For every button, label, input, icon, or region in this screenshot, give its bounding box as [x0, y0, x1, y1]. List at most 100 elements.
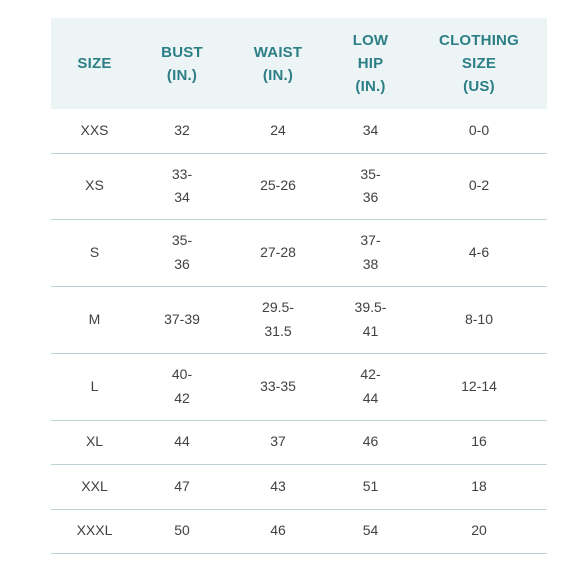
cell-text: 46 — [270, 522, 286, 539]
cell-text: 44 — [362, 389, 379, 406]
cell-size: XXL — [51, 464, 138, 510]
cell-clothing-size: 0-0 — [411, 109, 547, 154]
cell-waist: 24 — [226, 109, 330, 154]
table-row: XXS 32 24 34 0-0 — [51, 109, 547, 154]
table-body: XXS 32 24 34 0-0 XS 33- 34 25-26 35- 36 … — [51, 109, 547, 554]
header-low-hip: LOW HIP (IN.) — [330, 18, 411, 109]
cell-text: 36 — [174, 255, 190, 272]
table-row: XS 33- 34 25-26 35- 36 0-2 — [51, 153, 547, 220]
header-clothing-size: CLOTHING SIZE (US) — [411, 18, 547, 109]
cell-clothing-size: 20 — [411, 509, 547, 554]
cell-bust: 40- 42 — [138, 353, 226, 421]
cell-text: 51 — [362, 477, 379, 494]
cell-clothing-size: 16 — [411, 420, 547, 465]
cell-clothing-size: 0-2 — [411, 153, 547, 220]
cell-text: 37 — [270, 433, 286, 450]
table-row: L 40- 42 33-35 42- 44 12-14 — [51, 353, 547, 421]
header-text: LOW — [352, 32, 389, 49]
header-text: (IN.) — [166, 66, 198, 84]
cell-text: 44 — [174, 433, 190, 450]
cell-size: S — [51, 219, 138, 287]
cell-clothing-size: 8-10 — [411, 286, 547, 354]
cell-text: L — [90, 377, 99, 394]
cell-text: 32 — [174, 122, 190, 138]
cell-size: XL — [51, 420, 138, 465]
header-text: HIP — [357, 55, 384, 72]
cell-low-hip: 46 — [330, 420, 411, 465]
header-text: (IN.) — [355, 78, 386, 95]
cell-text: 20 — [471, 522, 487, 539]
cell-text: 36 — [362, 189, 379, 205]
table-row: XL 44 37 46 16 — [51, 420, 547, 465]
header-text: SIZE — [77, 55, 112, 72]
cell-text: 39.5- — [354, 299, 387, 315]
table-row: S 35- 36 27-28 37- 38 4-6 — [51, 219, 547, 287]
cell-text: XXL — [81, 477, 108, 494]
cell-text: 37- — [360, 232, 381, 248]
table-row: M 37-39 29.5- 31.5 39.5- 41 8-10 — [51, 286, 547, 354]
cell-low-hip: 42- 44 — [330, 353, 411, 421]
cell-text: 37-39 — [164, 310, 200, 327]
cell-low-hip: 51 — [330, 464, 411, 510]
cell-size: XS — [51, 153, 138, 220]
header-bust: BUST (IN.) — [138, 18, 226, 109]
cell-size: XXXL — [51, 509, 138, 554]
cell-clothing-size: 4-6 — [411, 219, 547, 287]
table-header: SIZE BUST (IN.) WAIST (IN.) LOW HIP (IN.… — [51, 18, 547, 109]
cell-text: 47 — [174, 477, 190, 494]
cell-text: 16 — [471, 433, 487, 450]
header-text: (IN.) — [262, 66, 294, 84]
cell-text: 54 — [362, 522, 379, 539]
cell-text: 25-26 — [260, 177, 296, 194]
cell-waist: 33-35 — [226, 353, 330, 421]
cell-bust: 35- 36 — [138, 219, 226, 287]
cell-text: 27-28 — [260, 243, 296, 260]
cell-bust: 50 — [138, 509, 226, 554]
header-text: BUST — [161, 43, 203, 61]
cell-text: 8-10 — [464, 310, 494, 327]
cell-clothing-size: 12-14 — [411, 353, 547, 421]
header-text: WAIST — [253, 43, 303, 61]
cell-clothing-size: 18 — [411, 464, 547, 510]
cell-bust: 47 — [138, 464, 226, 510]
cell-text: XXXL — [76, 522, 113, 539]
cell-text: 12-14 — [461, 377, 497, 394]
cell-low-hip: 35- 36 — [330, 153, 411, 220]
header-text: (US) — [463, 78, 495, 95]
header-text: SIZE — [461, 55, 497, 72]
cell-text: 4-6 — [468, 243, 490, 260]
cell-text: 33-35 — [260, 377, 296, 394]
cell-text: 18 — [471, 477, 487, 494]
cell-text: 35- — [171, 232, 193, 248]
cell-text: XL — [85, 433, 104, 450]
table-row: XXXL 50 46 54 20 — [51, 509, 547, 554]
cell-text: 46 — [362, 433, 379, 450]
cell-text: 50 — [174, 522, 190, 539]
table-row: XXL 47 43 51 18 — [51, 464, 547, 510]
cell-waist: 25-26 — [226, 153, 330, 220]
cell-text: 29.5- — [262, 299, 294, 315]
cell-low-hip: 54 — [330, 509, 411, 554]
cell-text: 34 — [362, 122, 379, 138]
cell-text: 24 — [270, 122, 286, 138]
cell-bust: 44 — [138, 420, 226, 465]
cell-text: 41 — [362, 322, 379, 339]
cell-text: 42 — [174, 389, 190, 406]
cell-bust: 33- 34 — [138, 153, 226, 220]
cell-text: 42- — [360, 366, 381, 382]
cell-low-hip: 34 — [330, 109, 411, 154]
cell-text: 38 — [362, 255, 379, 272]
header-text: CLOTHING — [439, 32, 519, 49]
cell-text: S — [89, 243, 100, 260]
header-row: SIZE BUST (IN.) WAIST (IN.) LOW HIP (IN.… — [51, 18, 547, 109]
cell-text: M — [88, 310, 101, 327]
cell-text: 0-2 — [468, 177, 490, 194]
cell-waist: 46 — [226, 509, 330, 554]
cell-text: 33- — [171, 165, 193, 182]
cell-waist: 43 — [226, 464, 330, 510]
cell-low-hip: 39.5- 41 — [330, 286, 411, 354]
cell-text: 0-0 — [468, 122, 490, 138]
cell-text: 31.5 — [264, 322, 292, 339]
cell-low-hip: 37- 38 — [330, 219, 411, 287]
cell-waist: 27-28 — [226, 219, 330, 287]
